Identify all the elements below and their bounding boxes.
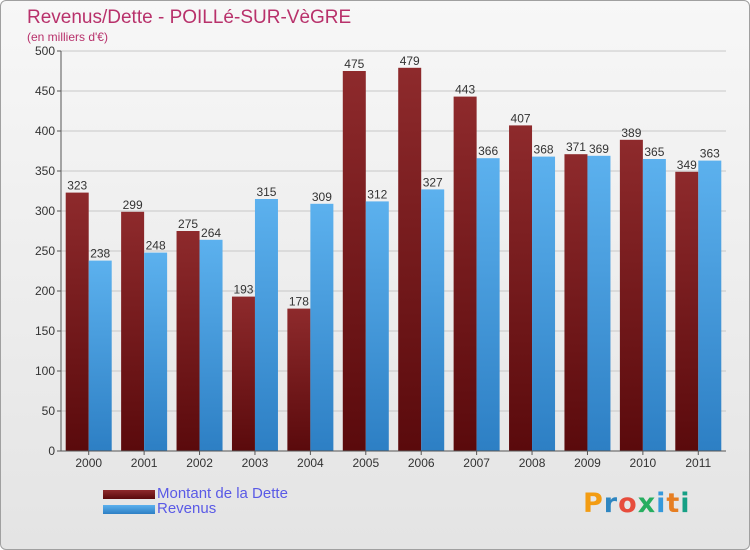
data-label-revenus: 363 [700, 147, 720, 161]
x-tick-label: 2003 [242, 456, 269, 470]
x-tick-label: 2009 [574, 456, 601, 470]
bar-dette [619, 139, 643, 452]
y-tick-label: 150 [35, 324, 55, 338]
data-label-revenus: 369 [589, 142, 609, 156]
y-tick-label: 250 [35, 244, 55, 258]
legend-label-dette: Montant de la Dette [157, 485, 288, 502]
bar-revenus [476, 158, 500, 451]
bar-revenus [310, 203, 334, 451]
y-tick-label: 100 [35, 364, 55, 378]
data-label-dette: 371 [566, 140, 586, 154]
logo-letter: P [583, 488, 604, 519]
data-label-revenus: 327 [423, 175, 443, 189]
bar-dette [509, 125, 533, 452]
logo-letter: o [618, 488, 638, 519]
y-tick-label: 500 [35, 44, 55, 58]
x-tick-label: 2007 [463, 456, 490, 470]
bar-revenus [365, 201, 389, 451]
bar-dette [176, 231, 200, 451]
logo-letter: r [603, 488, 619, 519]
data-label-revenus: 312 [367, 187, 387, 201]
x-tick-label: 2008 [519, 456, 546, 470]
bar-revenus [698, 160, 722, 451]
data-label-dette: 193 [233, 283, 253, 297]
data-label-dette: 323 [67, 179, 87, 193]
logo-letter: i [656, 488, 667, 519]
data-label-dette: 443 [455, 83, 475, 97]
bar-dette [121, 211, 145, 451]
data-label-dette: 479 [400, 54, 420, 68]
chart-title: Revenus/Dette - POILLé-SUR-VèGRE [27, 7, 352, 28]
data-label-revenus: 315 [256, 185, 276, 199]
data-label-revenus: 238 [90, 247, 110, 261]
legend-label-revenus: Revenus [157, 500, 217, 517]
logo-letter: t [666, 488, 681, 519]
bar-revenus [642, 159, 666, 451]
bar-dette [287, 308, 311, 451]
logo-letter: x [637, 488, 657, 519]
x-tick-label: 2005 [352, 456, 379, 470]
logo-letter: i [680, 488, 691, 519]
data-label-revenus: 264 [201, 226, 221, 240]
bar-dette [342, 71, 366, 451]
chart-subtitle: (en milliers d'€) [27, 30, 108, 44]
bar-dette [453, 96, 477, 451]
bar-revenus [199, 239, 223, 451]
bar-dette [675, 171, 699, 452]
y-tick-label: 400 [35, 124, 55, 138]
bar-dette [65, 192, 89, 451]
x-tick-label: 2006 [408, 456, 435, 470]
data-label-dette: 275 [178, 217, 198, 231]
data-label-dette: 178 [289, 295, 309, 309]
bar-revenus [532, 156, 556, 451]
data-label-revenus: 366 [478, 144, 498, 158]
y-tick-label: 450 [35, 84, 55, 98]
data-label-dette: 475 [344, 57, 364, 71]
y-tick-label: 0 [48, 444, 55, 458]
bar-dette [564, 154, 588, 451]
data-label-dette: 407 [511, 111, 531, 125]
legend-swatch-dette [103, 490, 155, 499]
y-tick-label: 200 [35, 284, 55, 298]
y-tick-label: 350 [35, 164, 55, 178]
y-tick-label: 50 [42, 404, 56, 418]
bar-revenus [421, 189, 445, 451]
bar-revenus [144, 252, 168, 451]
x-tick-label: 2000 [75, 456, 102, 470]
data-label-revenus: 365 [644, 145, 664, 159]
bar-revenus [254, 199, 278, 451]
data-label-revenus: 309 [312, 190, 332, 204]
data-label-dette: 299 [123, 198, 143, 212]
data-label-revenus: 368 [534, 143, 554, 157]
x-tick-label: 2001 [131, 456, 158, 470]
bar-revenus [587, 155, 611, 452]
proxiti-logo: Proxiti [583, 488, 691, 519]
legend-swatch-revenus [103, 505, 155, 514]
x-tick-label: 2011 [685, 456, 711, 470]
bar-dette [398, 67, 422, 452]
data-label-revenus: 248 [146, 239, 166, 253]
bar-revenus [88, 260, 112, 451]
data-label-dette: 349 [677, 158, 697, 172]
y-tick-label: 300 [35, 204, 55, 218]
data-label-dette: 389 [621, 126, 641, 140]
x-tick-label: 2004 [297, 456, 324, 470]
x-tick-label: 2010 [630, 456, 657, 470]
bar-dette [231, 296, 255, 451]
x-tick-label: 2002 [186, 456, 213, 470]
